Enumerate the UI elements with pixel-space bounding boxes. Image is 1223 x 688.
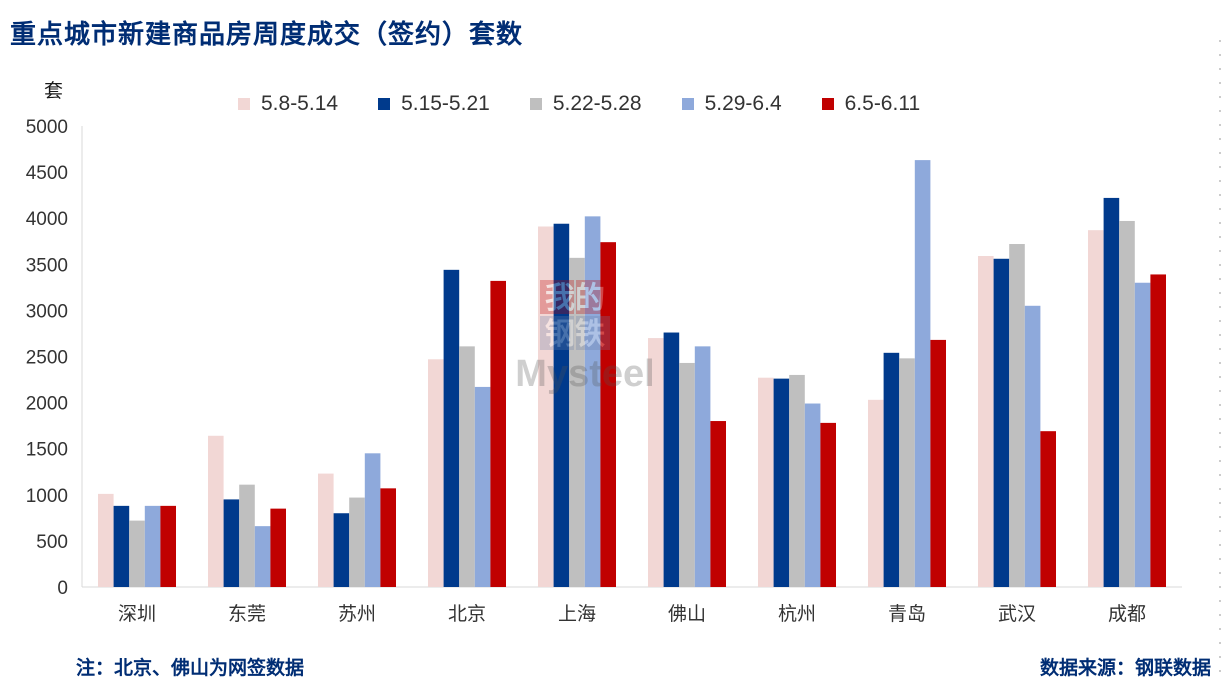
bar (160, 505, 176, 587)
bar (930, 339, 946, 587)
bar (1009, 244, 1025, 588)
x-tick-label: 上海 (558, 603, 596, 625)
bar (98, 493, 114, 587)
bar (490, 280, 506, 587)
footnote-note: 注：北京、佛山为网签数据 (76, 657, 305, 679)
bar (144, 505, 161, 587)
bar (1119, 220, 1135, 587)
y-tick-label: 500 (36, 532, 68, 553)
bar (538, 226, 554, 588)
bar (208, 435, 224, 587)
bar (758, 377, 774, 587)
footnote-source: 数据来源：钢联数据 (1039, 657, 1211, 679)
legend-label: 5.15-5.21 (401, 92, 490, 115)
bar (474, 386, 491, 587)
bar (883, 352, 900, 587)
bar (380, 488, 396, 587)
chart-title: 重点城市新建商品房周度成交（签约）套数 (10, 20, 524, 50)
bar (364, 453, 381, 587)
bar (710, 421, 726, 587)
bar (694, 346, 711, 587)
bar (789, 374, 805, 587)
right-edge-dashes (1219, 40, 1221, 680)
bar (223, 499, 240, 587)
bar (270, 508, 286, 587)
y-tick-label: 0 (57, 578, 68, 599)
y-tick-label: 2000 (26, 394, 68, 415)
bar (899, 358, 915, 587)
x-tick-label: 武汉 (998, 603, 1036, 625)
bar (820, 422, 836, 587)
legend-label: 6.5-6.11 (844, 92, 921, 115)
bar (600, 242, 616, 587)
x-tick-label: 杭州 (778, 603, 816, 625)
bar (428, 359, 444, 587)
bar (239, 484, 255, 587)
bar (663, 332, 680, 587)
legend-item-series-4: 5.29-6.4 (681, 92, 782, 116)
bar (1103, 197, 1120, 587)
x-tick-label: 青岛 (888, 603, 926, 625)
bar (584, 216, 601, 587)
y-axis-unit-label: 套 (44, 80, 64, 102)
legend-label: 5.22-5.28 (552, 92, 642, 115)
y-tick-label: 2500 (26, 348, 68, 369)
x-tick-label: 成都 (1108, 603, 1146, 625)
bar (1150, 274, 1166, 587)
legend-item-series-1: 5.8-5.14 (238, 92, 338, 116)
y-tick-label: 3500 (26, 255, 68, 276)
bar (773, 378, 790, 587)
bar (1134, 282, 1151, 587)
bar (978, 256, 994, 587)
bar (349, 497, 365, 587)
legend: 5.8-5.14 5.15-5.21 5.22-5.28 5.29-6.4 6.… (238, 90, 960, 118)
y-tick-label: 1500 (26, 440, 68, 461)
legend-label: 5.8-5.14 (261, 92, 339, 115)
legend-swatch (529, 98, 542, 110)
legend-item-series-3: 5.22-5.28 (529, 92, 642, 116)
bar (1040, 431, 1056, 587)
legend-item-series-2: 5.15-5.21 (378, 92, 490, 116)
x-tick-label: 东莞 (228, 603, 266, 625)
bar (459, 346, 475, 587)
bar (318, 473, 334, 587)
bar (333, 513, 350, 587)
bar (254, 526, 271, 587)
legend-swatch (681, 98, 694, 110)
legend-swatch (821, 98, 834, 110)
bar (113, 505, 130, 587)
x-tick-label: 佛山 (668, 603, 706, 625)
x-tick-label: 苏州 (338, 603, 376, 625)
x-tick-label: 深圳 (118, 603, 156, 625)
bar (443, 269, 460, 587)
y-tick-label: 4500 (26, 163, 68, 184)
legend-swatch (378, 98, 391, 110)
bar (679, 362, 695, 587)
y-tick-label: 4000 (26, 209, 68, 230)
x-tick-label: 北京 (448, 603, 486, 625)
bar (804, 403, 821, 587)
y-tick-label: 1000 (26, 486, 68, 507)
bar (1024, 305, 1041, 587)
y-tick-label: 5000 (26, 117, 68, 138)
bar (993, 258, 1010, 587)
bar (569, 257, 585, 587)
bar (648, 338, 664, 587)
legend-item-series-5: 6.5-6.11 (821, 92, 921, 116)
bar (914, 160, 931, 587)
bar (129, 520, 145, 587)
legend-swatch (238, 98, 250, 110)
legend-label: 5.29-6.4 (704, 92, 782, 115)
bar (1088, 230, 1104, 587)
y-tick-label: 3000 (26, 301, 68, 322)
bar (868, 399, 884, 587)
bar (553, 223, 570, 587)
